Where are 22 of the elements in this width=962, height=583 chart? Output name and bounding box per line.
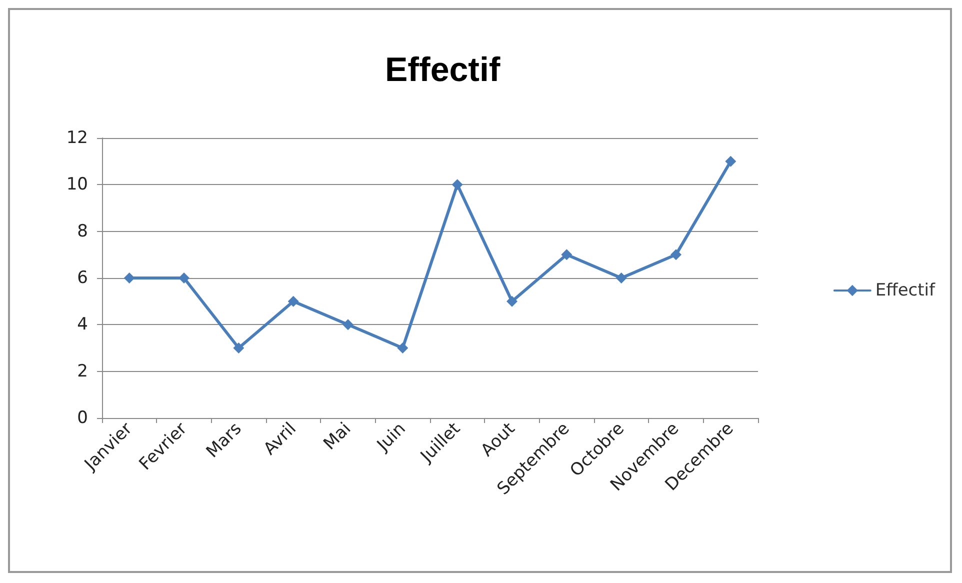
y-tick-label: 0 — [77, 408, 88, 428]
y-tick-label: 10 — [66, 174, 88, 195]
point — [288, 296, 299, 307]
point — [561, 249, 572, 260]
y-tick-label: 6 — [77, 268, 88, 288]
point — [616, 272, 627, 284]
point — [452, 179, 463, 190]
point — [233, 342, 244, 354]
y-tick-label: 2 — [77, 361, 88, 382]
point — [124, 272, 135, 284]
x-tick-label: Mai — [320, 418, 356, 454]
point — [506, 296, 518, 307]
y-tick-label: 4 — [77, 314, 88, 335]
y-tick-label: 8 — [77, 221, 88, 242]
point — [178, 272, 190, 284]
chart-title: Effectif — [385, 51, 501, 89]
legend-label: Effectif — [875, 280, 936, 300]
point — [670, 249, 682, 260]
point — [725, 156, 736, 167]
point — [397, 342, 408, 354]
y-tick-label: 12 — [66, 128, 88, 148]
point — [342, 319, 354, 330]
